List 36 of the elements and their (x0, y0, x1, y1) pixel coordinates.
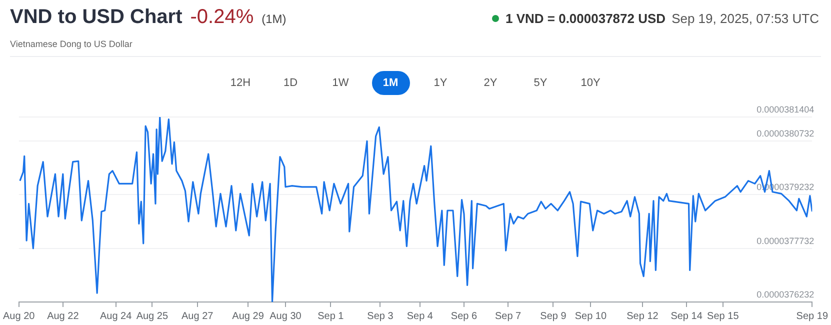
x-tick-label: Sep 4 (406, 310, 434, 322)
x-tick-label: Aug 24 (100, 310, 132, 322)
x-tick-label: Sep 12 (626, 310, 659, 322)
x-tick-label: Aug 25 (136, 310, 168, 322)
text: 10Y (580, 76, 602, 91)
text: 1W (331, 76, 350, 91)
y-tick-label: 0.0000376232 (756, 289, 814, 300)
x-tick-label: Sep 9 (540, 310, 567, 322)
y-tick-label: 0.0000381404 (756, 104, 814, 114)
y-tick-label: 0.0000377732 (756, 236, 814, 246)
x-tick-label: Sep 3 (367, 310, 394, 322)
x-tick-label: Sep 1 (318, 310, 344, 322)
x-tick-label: Aug 29 (232, 310, 264, 322)
x-tick-label: Aug 30 (270, 310, 302, 322)
x-tick-label: Sep 19 (796, 310, 828, 322)
x-tick-label: Aug 22 (47, 310, 80, 322)
text: -0.24% (190, 6, 254, 29)
text: 1M (372, 71, 410, 95)
x-tick-label: Sep 15 (707, 310, 740, 322)
text: 1Y (432, 76, 448, 91)
x-tick-label: Aug 20 (2, 310, 36, 322)
x-tick-label: Aug 27 (181, 310, 214, 322)
text: (1M) (262, 12, 286, 26)
text: Sep 19, 2025, 07:53 UTC (672, 11, 819, 26)
x-tick-label: Sep 6 (450, 310, 478, 322)
text: 1 VND = 0.000037872 USD (505, 11, 666, 26)
x-tick-label: Sep 7 (494, 310, 522, 322)
chart-title: VND to USD Chart (10, 6, 182, 29)
text: 2Y (482, 76, 498, 91)
text: 1D (282, 76, 299, 91)
text: 5Y (532, 76, 548, 91)
x-tick-label: Sep 10 (574, 310, 607, 322)
x-tick-label: Sep 14 (670, 310, 703, 322)
y-tick-label: 0.0000380732 (756, 128, 814, 139)
chart-subtitle: Vietnamese Dong to US Dollar (10, 39, 132, 49)
text: 12H (229, 76, 252, 91)
